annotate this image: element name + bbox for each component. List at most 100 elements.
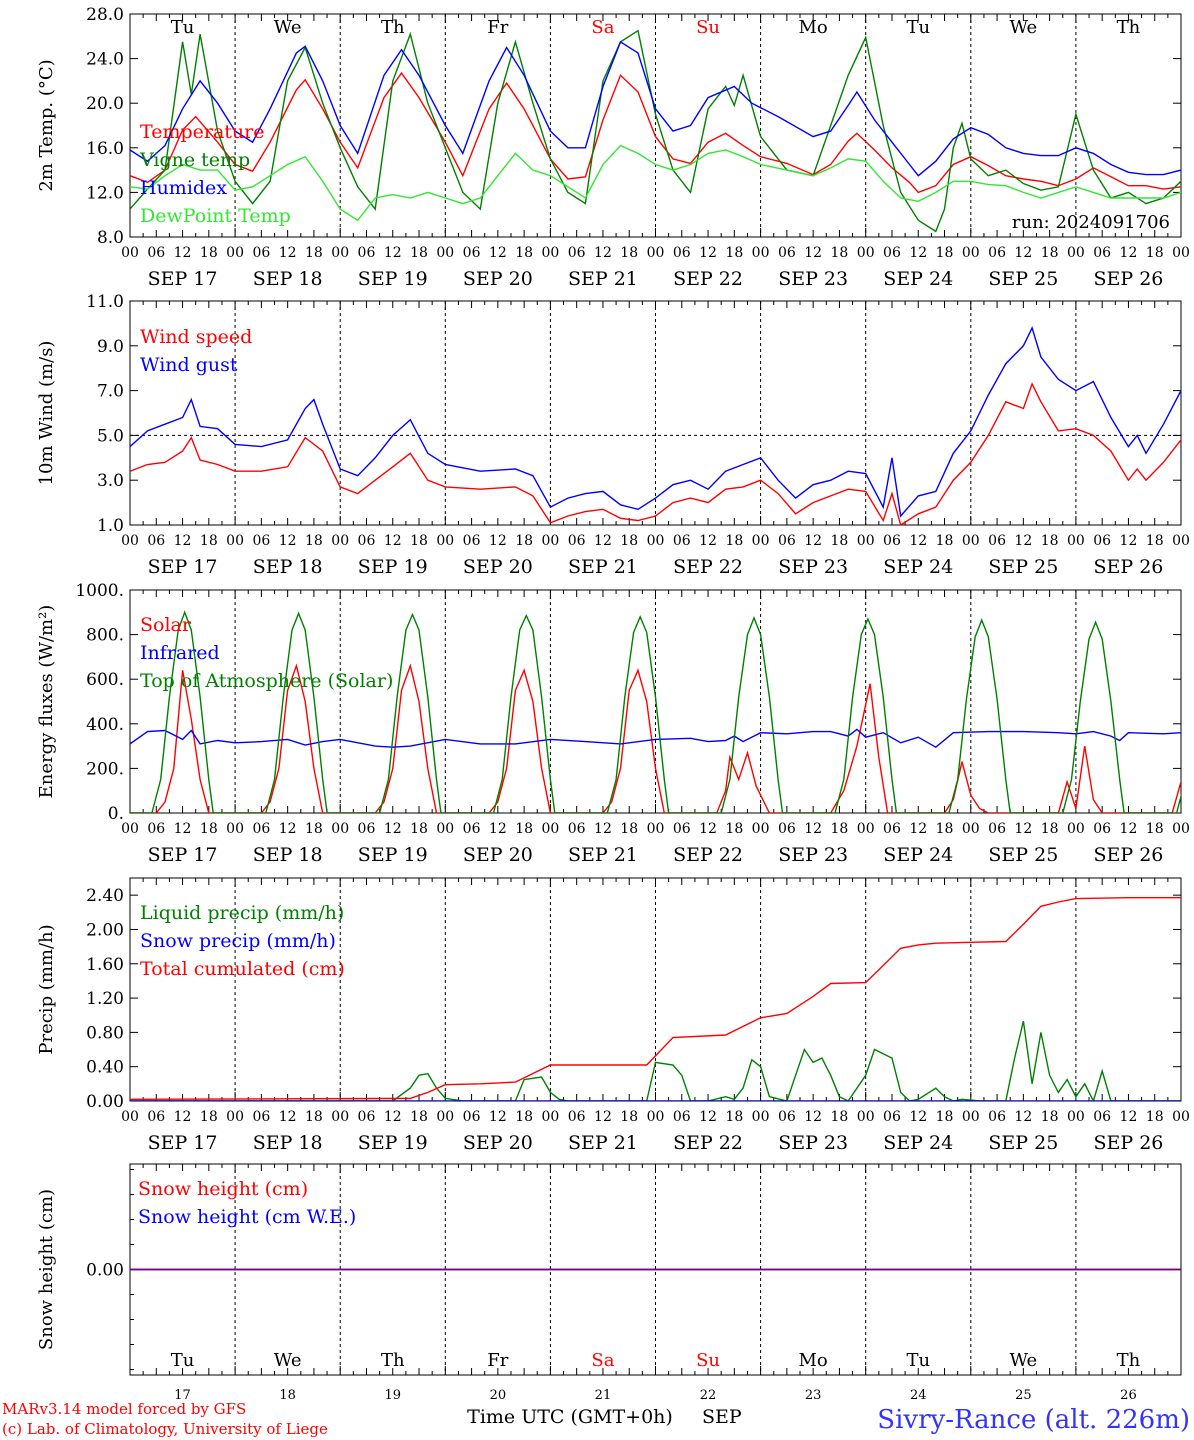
hour-label: 12: [489, 533, 507, 549]
hour-label: 06: [1093, 1109, 1111, 1125]
hour-label: 06: [358, 533, 376, 549]
hour-label: 06: [147, 1109, 165, 1125]
hour-label: 12: [1120, 1109, 1138, 1125]
date-label: SEP 26: [1094, 1132, 1164, 1154]
hour-label: 00: [1067, 533, 1085, 549]
weekday-label: Tu: [171, 1350, 195, 1371]
y-tick-label: 200.: [86, 759, 124, 779]
panel-2: 1.0 3.0 5.0 7.0 9.0 11.0 10m Wind (m/s) Wind sp…: [36, 292, 1190, 578]
hour-label: 00: [226, 533, 244, 549]
hour-label: 12: [279, 1109, 297, 1125]
series-total-cumulated-cm-: [130, 896, 1181, 1100]
panel-frame: [129, 300, 1182, 526]
y-tick-label: 2.40: [86, 886, 124, 906]
series-humidex: [130, 40, 1181, 177]
legend-entry: Total cumulated (cm): [140, 958, 345, 980]
date-label: SEP 18: [253, 556, 323, 578]
panels: 8.0 12.0 16.0 20.0 24.0 28.0 2m Temp. (°C) Temp…: [36, 5, 1190, 1403]
hour-label: 06: [568, 245, 586, 261]
hour-label: 06: [358, 1109, 376, 1125]
y-tick-label: 3.0: [97, 471, 124, 491]
y-tick-label: 24.0: [86, 50, 124, 70]
hour-label: 18: [410, 245, 428, 261]
y-tick-label: 0.40: [86, 1058, 124, 1078]
day-number: 18: [279, 1388, 296, 1403]
hour-label: 06: [778, 245, 796, 261]
date-label: SEP 26: [1094, 556, 1164, 578]
date-label: SEP 23: [778, 1132, 848, 1154]
hour-label: 12: [174, 821, 192, 837]
hour-label: 12: [699, 821, 717, 837]
legend-entry: Vigne temp: [139, 149, 250, 171]
hour-label: 12: [384, 533, 402, 549]
series-infrared: [130, 728, 1181, 749]
panel-frame: [129, 13, 1182, 238]
date-label: SEP 25: [988, 844, 1058, 866]
series-solar: [130, 663, 1181, 813]
date-label: SEP 26: [1094, 844, 1164, 866]
weekday-label: We: [274, 17, 302, 38]
hour-label: 06: [147, 533, 165, 549]
hour-label: 06: [883, 533, 901, 549]
date-label: SEP 25: [988, 1132, 1058, 1154]
hour-label: 18: [305, 1109, 323, 1125]
series-wind-gust: [130, 325, 1181, 518]
hour-label: 18: [831, 533, 849, 549]
series-group: [130, 325, 1181, 525]
weekday-label: Sa: [591, 1350, 614, 1371]
series-liquid-precip-mm-h-: [130, 1021, 1181, 1101]
hour-label: 06: [252, 821, 270, 837]
y-tick-label: 8.0: [97, 228, 124, 248]
y-tick-label: 12.0: [86, 183, 124, 203]
run-annotation: run: 2024091706: [1012, 212, 1170, 233]
series-wind-speed: [130, 382, 1181, 525]
hour-label: 12: [699, 533, 717, 549]
hour-label: 06: [358, 245, 376, 261]
date-label: SEP 17: [148, 268, 218, 290]
day-number: 23: [805, 1388, 822, 1403]
date-label: SEP 17: [148, 556, 218, 578]
hour-label: 00: [541, 245, 559, 261]
hour-label: 00: [121, 821, 139, 837]
weekday-label: Tu: [906, 1350, 930, 1371]
hour-label: 18: [1041, 1109, 1059, 1125]
hour-label: 00: [121, 245, 139, 261]
hour-label: 12: [279, 533, 297, 549]
date-label: SEP 20: [463, 556, 533, 578]
hour-label: 12: [279, 245, 297, 261]
y-tick-label: 1.60: [86, 955, 124, 975]
hour-label: 18: [620, 245, 638, 261]
hour-label: 18: [725, 1109, 743, 1125]
hour-label: 18: [305, 821, 323, 837]
hour-label: 18: [1146, 821, 1164, 837]
hour-label: 12: [174, 533, 192, 549]
hour-label: 00: [752, 1109, 770, 1125]
y-tick-label: 1000.: [75, 581, 124, 601]
legend-entry: Infrared: [140, 642, 220, 664]
hour-label: 00: [962, 1109, 980, 1125]
y-axis-label: Energy fluxes (W/m²): [36, 605, 57, 799]
date-label: SEP 21: [568, 844, 638, 866]
hour-label: 06: [988, 821, 1006, 837]
date-label: SEP 22: [673, 1132, 743, 1154]
date-label: SEP 22: [673, 844, 743, 866]
hour-label: 12: [699, 1109, 717, 1125]
hour-label: 18: [936, 533, 954, 549]
day-number: 19: [384, 1388, 401, 1403]
hour-label: 06: [778, 1109, 796, 1125]
date-label: SEP 24: [883, 844, 953, 866]
hour-label: 12: [384, 821, 402, 837]
hour-label: 12: [909, 821, 927, 837]
y-tick-label: 2.00: [86, 920, 124, 940]
weekday-label: Su: [696, 17, 720, 38]
y-tick-label: 0.80: [86, 1023, 124, 1043]
hour-label: 18: [1041, 533, 1059, 549]
y-tick-label: 1.0: [97, 516, 124, 536]
hour-label: 00: [436, 245, 454, 261]
hour-label: 12: [384, 245, 402, 261]
hour-label: 18: [620, 821, 638, 837]
hour-label: 12: [909, 245, 927, 261]
hour-label: 12: [1014, 821, 1032, 837]
hour-label: 06: [463, 1109, 481, 1125]
hour-label: 00: [1172, 245, 1190, 261]
